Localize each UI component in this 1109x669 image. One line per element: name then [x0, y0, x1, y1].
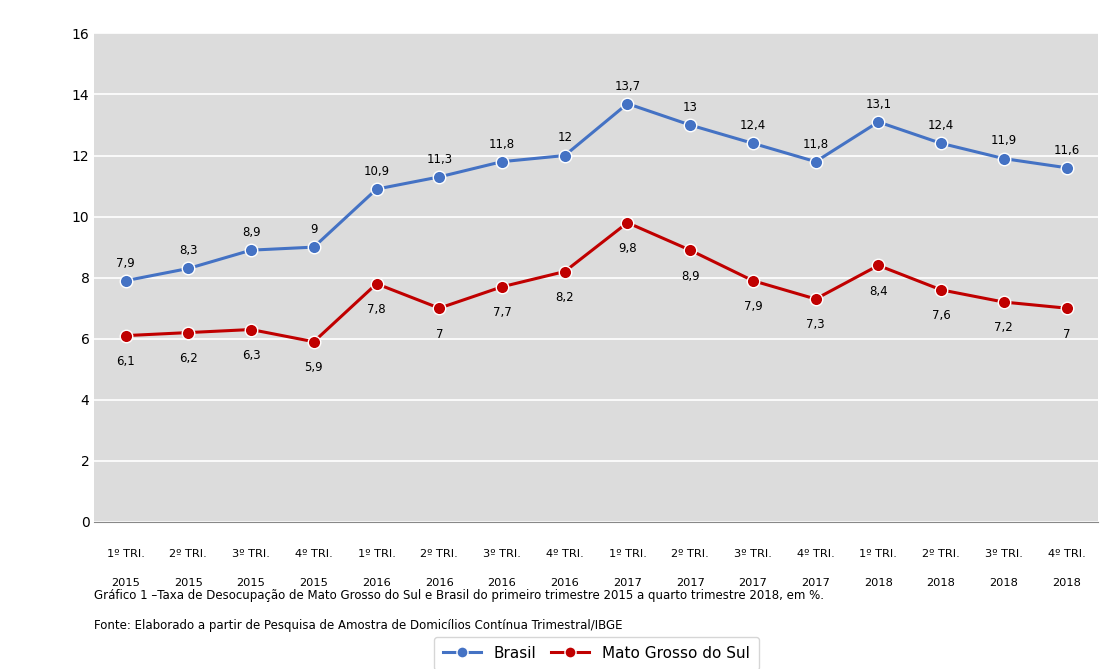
Text: 2016: 2016: [425, 578, 454, 588]
Text: 11,8: 11,8: [489, 138, 515, 151]
Text: 3º TRI.: 3º TRI.: [985, 549, 1022, 559]
Text: 8,4: 8,4: [869, 285, 887, 298]
Text: 9: 9: [311, 223, 317, 236]
Text: 7,9: 7,9: [743, 300, 762, 313]
Text: 7,3: 7,3: [806, 318, 825, 331]
Text: 2018: 2018: [864, 578, 893, 588]
Text: 11,6: 11,6: [1054, 144, 1080, 157]
Text: 2016: 2016: [363, 578, 390, 588]
Text: 12: 12: [557, 131, 572, 145]
Text: 1º TRI.: 1º TRI.: [106, 549, 144, 559]
Text: 6,3: 6,3: [242, 349, 261, 362]
Text: 12,4: 12,4: [928, 119, 954, 132]
Text: 11,8: 11,8: [803, 138, 828, 151]
Text: 8,9: 8,9: [681, 270, 700, 282]
Text: 13,1: 13,1: [865, 98, 892, 111]
Text: 7,9: 7,9: [116, 257, 135, 270]
Text: 5,9: 5,9: [305, 361, 323, 374]
Text: 2017: 2017: [739, 578, 767, 588]
Text: 8,3: 8,3: [180, 244, 197, 258]
Text: 8,9: 8,9: [242, 226, 261, 239]
Text: 11,9: 11,9: [990, 134, 1017, 147]
Text: 6,1: 6,1: [116, 355, 135, 368]
Text: 2015: 2015: [236, 578, 265, 588]
Text: 4º TRI.: 4º TRI.: [546, 549, 583, 559]
Text: 11,3: 11,3: [426, 153, 452, 166]
Text: 6,2: 6,2: [179, 352, 197, 365]
Text: 13,7: 13,7: [614, 80, 641, 92]
Text: 2º TRI.: 2º TRI.: [923, 549, 960, 559]
Text: 2017: 2017: [801, 578, 830, 588]
Text: 3º TRI.: 3º TRI.: [232, 549, 269, 559]
Text: 2015: 2015: [174, 578, 203, 588]
Text: 9,8: 9,8: [618, 242, 637, 255]
Legend: Brasil, Mato Grosso do Sul: Brasil, Mato Grosso do Sul: [434, 637, 759, 669]
Text: 2015: 2015: [111, 578, 140, 588]
Text: 7,6: 7,6: [932, 309, 950, 322]
Text: 7: 7: [436, 328, 442, 341]
Text: 4º TRI.: 4º TRI.: [295, 549, 333, 559]
Text: Fonte: Elaborado a partir de Pesquisa de Amostra de Domicílios Contínua Trimestr: Fonte: Elaborado a partir de Pesquisa de…: [94, 619, 623, 632]
Text: 13: 13: [683, 101, 698, 114]
Text: 2016: 2016: [550, 578, 579, 588]
Text: 1º TRI.: 1º TRI.: [357, 549, 396, 559]
Text: 2017: 2017: [675, 578, 704, 588]
Text: 1º TRI.: 1º TRI.: [609, 549, 647, 559]
Text: 2017: 2017: [613, 578, 642, 588]
Text: 2018: 2018: [927, 578, 956, 588]
Text: 1º TRI.: 1º TRI.: [859, 549, 897, 559]
Text: 4º TRI.: 4º TRI.: [796, 549, 834, 559]
Text: 4º TRI.: 4º TRI.: [1048, 549, 1086, 559]
Text: Gráfico 1 –Taxa de Desocupação de Mato Grosso do Sul e Brasil do primeiro trimes: Gráfico 1 –Taxa de Desocupação de Mato G…: [94, 589, 824, 601]
Text: 2016: 2016: [488, 578, 517, 588]
Text: 8,2: 8,2: [556, 291, 574, 304]
Text: 7: 7: [1062, 328, 1070, 341]
Text: 2º TRI.: 2º TRI.: [420, 549, 458, 559]
Text: 3º TRI.: 3º TRI.: [734, 549, 772, 559]
Text: 12,4: 12,4: [740, 119, 766, 132]
Text: 2º TRI.: 2º TRI.: [170, 549, 207, 559]
Text: 7,8: 7,8: [367, 303, 386, 316]
Text: 3º TRI.: 3º TRI.: [484, 549, 521, 559]
Text: 7,7: 7,7: [492, 306, 511, 319]
Text: 2018: 2018: [989, 578, 1018, 588]
Text: 7,2: 7,2: [995, 322, 1014, 334]
Text: 2018: 2018: [1052, 578, 1081, 588]
Text: 2º TRI.: 2º TRI.: [671, 549, 709, 559]
Text: 10,9: 10,9: [364, 165, 389, 178]
Text: 2015: 2015: [299, 578, 328, 588]
